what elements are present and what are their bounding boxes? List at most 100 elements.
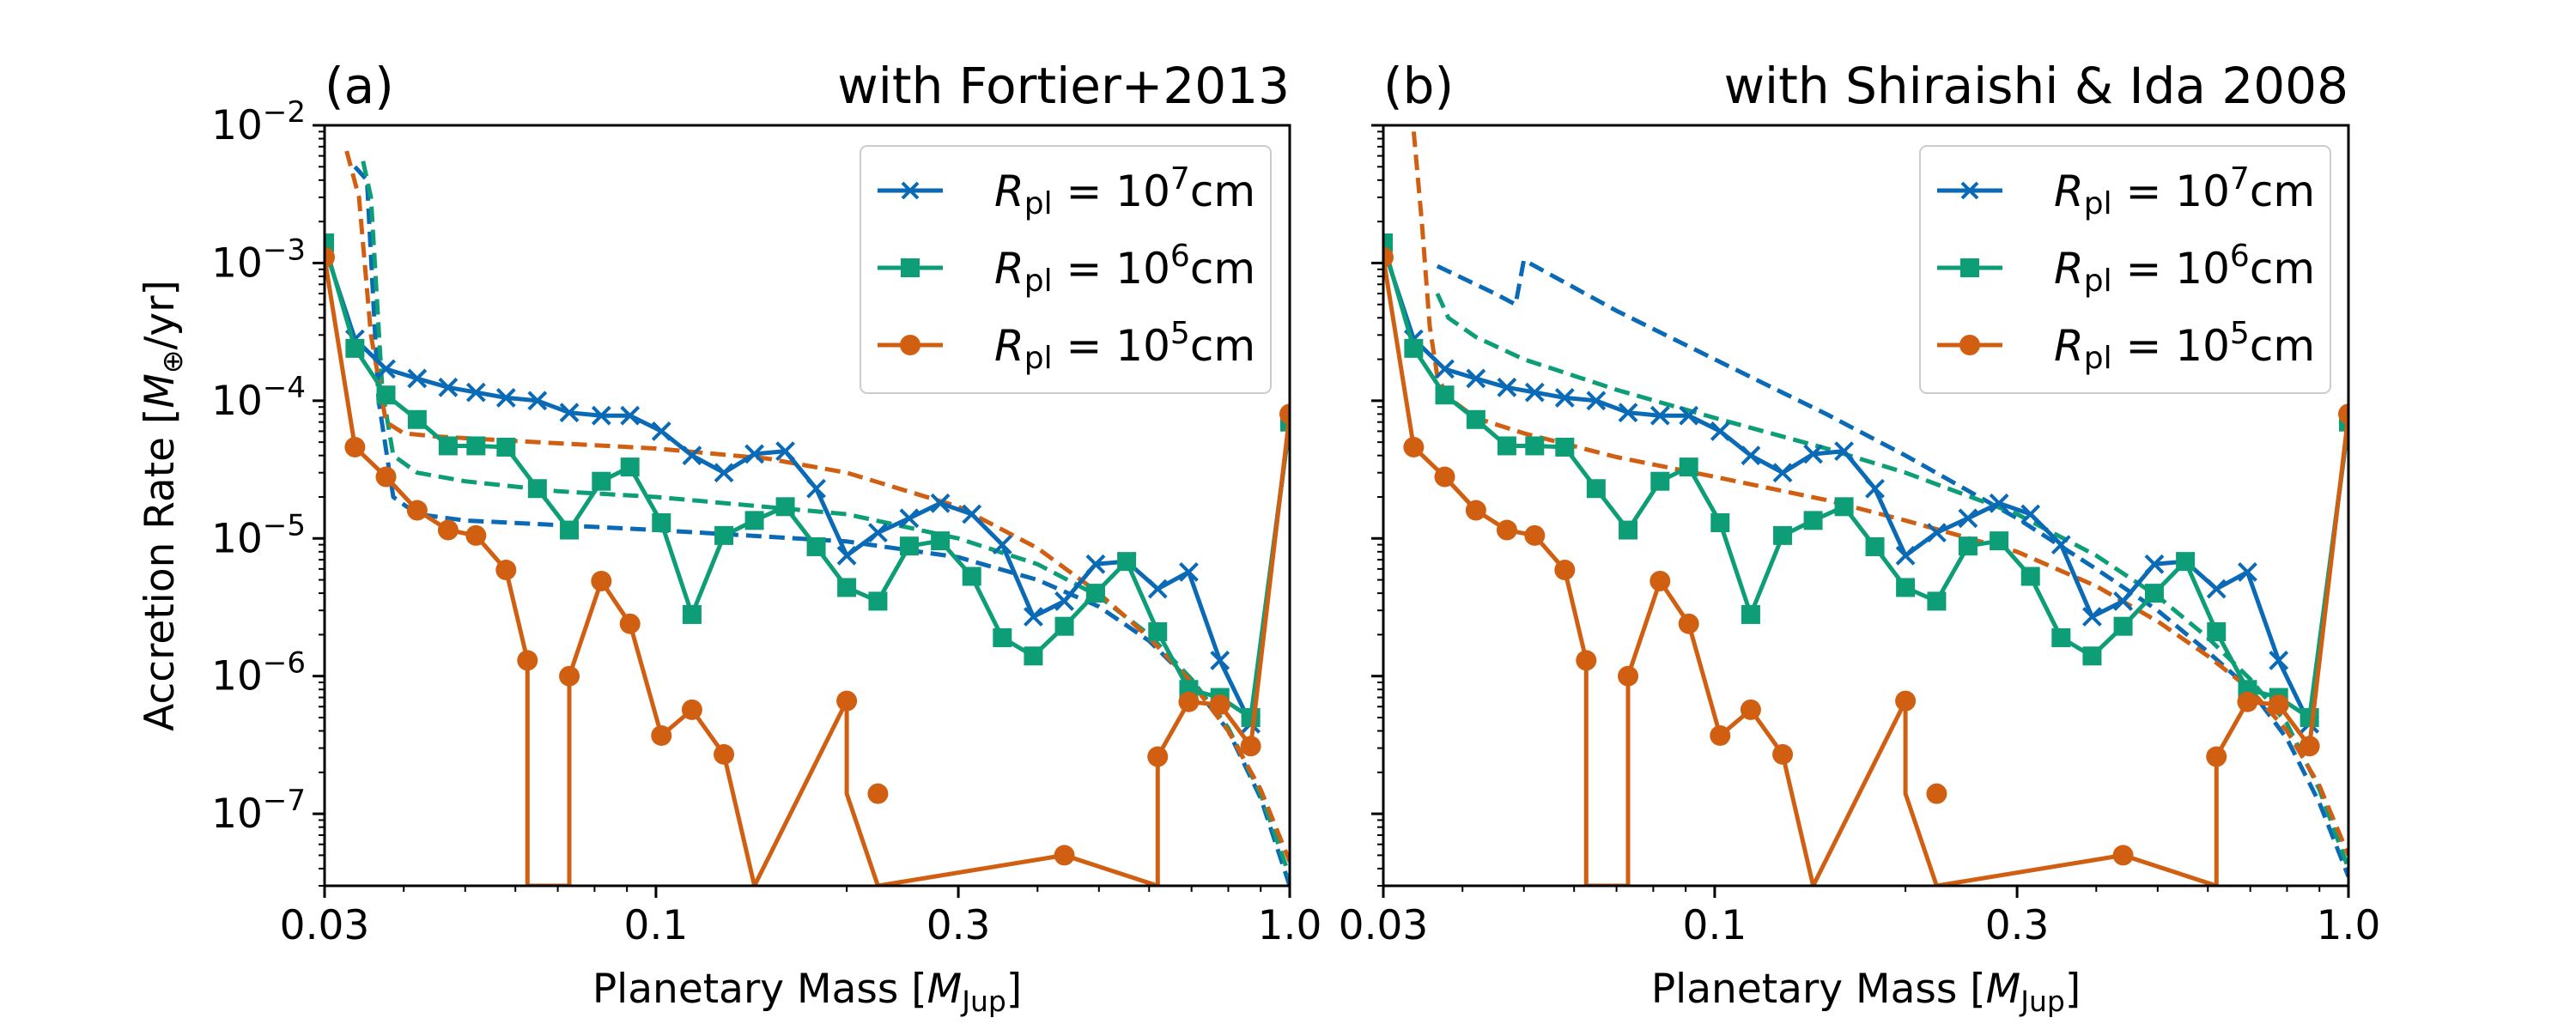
panel-b-point-r-pl-10-5-cm — [2237, 691, 2258, 712]
panel-a-point-r-pl-10-6-cm — [775, 497, 795, 517]
panel-a-point-r-pl-10-5-cm — [867, 783, 889, 804]
panel-b-point-r-pl-10-5-cm — [1383, 246, 1394, 268]
panel-b-point-r-pl-10-5-cm — [1434, 466, 1455, 488]
panel-a-point-r-pl-10-7-cm — [559, 403, 580, 423]
panel-a-point-r-pl-10-5-cm — [714, 743, 735, 765]
panel-b-legend: Rpl = 107cm Rpl = 106cm Rpl = 105cm — [1919, 145, 2331, 394]
panel-a-x-axis-label: Planetary Mass [MJup] — [592, 966, 1022, 1018]
panel-b-point-r-pl-10-7-cm — [1865, 478, 1885, 499]
panel-b-point-r-pl-10-5-cm — [2112, 845, 2134, 866]
panel-a-point-r-pl-10-6-cm — [496, 437, 516, 457]
y-tick-label: 10−5 — [211, 508, 306, 562]
panel-a-series-model-10-7-cm — [353, 165, 1290, 886]
panel-a-point-r-pl-10-5-cm — [375, 466, 397, 488]
panel-a-legend-entry-1e6: Rpl = 106cm — [878, 239, 1255, 299]
panel-a-point-r-pl-10-6-cm — [376, 385, 396, 405]
panel-b-point-r-pl-10-6-cm — [1586, 479, 1606, 499]
panel-a-point-r-pl-10-7-cm — [682, 445, 702, 466]
panel-b-point-r-pl-10-5-cm — [1740, 699, 1761, 720]
panel-b-point-r-pl-10-6-cm — [1435, 385, 1455, 405]
panel-b-point-r-pl-10-5-cm — [1618, 665, 1639, 687]
panel-b-point-r-pl-10-5-cm — [1678, 613, 1699, 634]
panel-a-point-r-pl-10-6-cm — [806, 536, 826, 556]
panel-a: 0.03 0.1 0.3 1.0 10−2 10−3 10−4 10−5 10−6 10−7 (a… — [211, 57, 1321, 1018]
panel-a-point-r-pl-10-7-cm — [495, 388, 516, 408]
panel-b-point-r-pl-10-7-cm — [2050, 535, 2071, 555]
panel-a-point-r-pl-10-6-cm — [744, 511, 764, 530]
panel-a-point-r-pl-10-5-cm — [344, 436, 366, 457]
svg-text:Rpl = 106cm: Rpl = 106cm — [994, 239, 1255, 299]
y-tick-label: 10−6 — [211, 646, 306, 700]
panel-a-point-r-pl-10-5-cm — [437, 519, 459, 541]
panel-a-point-r-pl-10-6-cm — [345, 338, 365, 358]
panel-a-legend-entry-1e7: Rpl = 107cm — [878, 161, 1255, 221]
panel-b-label: (b) — [1383, 57, 1454, 115]
panel-b-point-r-pl-10-7-cm — [2144, 554, 2165, 574]
panel-b-point-r-pl-10-6-cm — [1741, 604, 1760, 624]
panel-b-point-r-pl-10-7-cm — [1679, 405, 1699, 426]
panel-a-point-r-pl-10-5-cm — [1054, 845, 1075, 866]
panel-b-point-r-pl-10-7-cm — [2206, 579, 2227, 599]
panel-a-x-tick-label: 0.03 — [280, 902, 370, 949]
panel-b-point-r-pl-10-7-cm — [1895, 545, 1916, 566]
panel-a-legend-entry-1e5: Rpl = 105cm — [878, 316, 1255, 376]
panel-a-point-r-pl-10-7-cm — [806, 478, 826, 499]
panel-b-point-r-pl-10-5-cm — [2268, 694, 2289, 715]
y-tick-label: 10−7 — [211, 784, 306, 838]
panel-b-point-r-pl-10-5-cm — [1524, 524, 1546, 546]
panel-a-point-r-pl-10-5-cm — [465, 524, 487, 546]
panel-b-point-r-pl-10-6-cm — [1383, 233, 1393, 252]
panel-b-point-r-pl-10-5-cm — [1649, 570, 1671, 591]
panel-b-point-r-pl-10-6-cm — [1834, 497, 1854, 517]
panel-a-point-r-pl-10-7-cm — [1210, 651, 1230, 670]
panel-b-point-r-pl-10-5-cm — [1895, 690, 1917, 712]
panel-b-point-r-pl-10-6-cm — [1710, 512, 1730, 532]
panel-a-point-r-pl-10-7-cm — [899, 508, 920, 529]
panel-a-point-r-pl-10-7-cm — [376, 359, 396, 379]
panel-b-point-r-pl-10-7-cm — [2082, 607, 2102, 627]
panel-a-point-r-pl-10-5-cm — [591, 570, 612, 591]
panel-a-point-r-pl-10-7-cm — [775, 441, 795, 462]
panel-b-point-r-pl-10-6-cm — [1927, 591, 1947, 611]
svg-text:Rpl = 105cm: Rpl = 105cm — [2054, 316, 2315, 376]
panel-a-point-r-pl-10-6-cm — [466, 436, 486, 456]
panel-a-point-r-pl-10-5-cm — [495, 560, 517, 581]
panel-a-point-r-pl-10-6-cm — [407, 409, 427, 429]
panel-b-point-r-pl-10-6-cm — [1466, 409, 1485, 429]
panel-a-x-tick-label: 1.0 — [1258, 902, 1322, 949]
panel-a-point-r-pl-10-6-cm — [620, 457, 640, 477]
panel-a-point-r-pl-10-5-cm — [325, 246, 335, 268]
panel-b-series-model-10-7-cm — [1436, 258, 2348, 878]
panel-b-point-r-pl-10-7-cm — [2238, 562, 2257, 582]
panel-b-x-tick-label: 0.1 — [1683, 902, 1747, 949]
panel-b-point-r-pl-10-6-cm — [1619, 520, 1638, 540]
panel-a-point-r-pl-10-7-cm — [930, 493, 951, 513]
panel-a-point-r-pl-10-6-cm — [1241, 707, 1261, 727]
panel-b-series-model-10-6-cm — [1435, 292, 2348, 869]
panel-b-point-r-pl-10-5-cm — [1926, 783, 1947, 804]
panel-a-point-r-pl-10-7-cm — [992, 535, 1012, 555]
y-tick-label: 10−2 — [211, 95, 306, 149]
panel-b-point-r-pl-10-6-cm — [1896, 578, 1916, 597]
panel-a-point-r-pl-10-7-cm — [744, 444, 764, 464]
y-axis-label: Accretion Rate [M⊕/yr] — [137, 280, 189, 731]
panel-b-point-r-pl-10-6-cm — [2176, 552, 2196, 572]
panel-a-point-r-pl-10-5-cm — [1147, 746, 1169, 767]
panel-b-point-r-pl-10-6-cm — [1958, 536, 1978, 556]
panel-b-point-r-pl-10-6-cm — [1803, 511, 1823, 530]
y-tick-label: 10−4 — [211, 371, 306, 425]
panel-b-point-r-pl-10-5-cm — [1465, 500, 1486, 521]
panel-a-frame — [323, 124, 1291, 888]
panel-a-legend: Rpl = 107cm Rpl = 106cm Rpl = 105cm — [860, 145, 1272, 394]
panel-a-point-r-pl-10-5-cm — [1178, 691, 1200, 712]
panel-b-x-tick-label: 0.03 — [1339, 902, 1429, 949]
panel-a-point-r-pl-10-6-cm — [993, 627, 1012, 647]
panel-b-point-r-pl-10-5-cm — [1496, 519, 1517, 541]
panel-b-point-r-pl-10-6-cm — [1990, 531, 2009, 551]
panel-a-point-r-pl-10-6-cm — [1148, 622, 1168, 642]
panel-a-point-r-pl-10-7-cm — [1024, 607, 1043, 627]
panel-a-x-tick-label: 0.1 — [624, 902, 689, 949]
panel-b-point-r-pl-10-5-cm — [1403, 436, 1425, 457]
panel-a-point-r-pl-10-5-cm — [1240, 736, 1261, 757]
panel-a-point-r-pl-10-7-cm — [1054, 591, 1074, 611]
